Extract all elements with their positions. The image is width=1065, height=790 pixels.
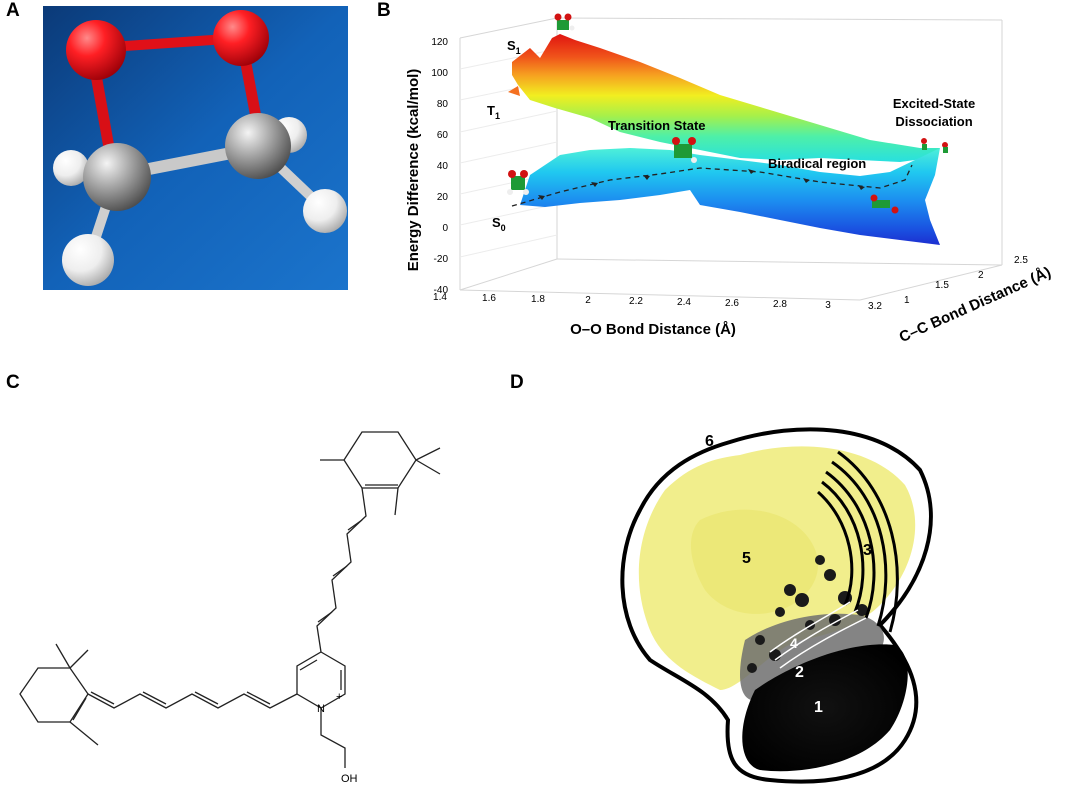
y-tick: 100 bbox=[431, 68, 448, 79]
region-1-black bbox=[742, 644, 908, 772]
x-tick: 3.2 bbox=[868, 301, 882, 312]
hydroxyethyl-chain bbox=[320, 708, 346, 768]
x-tick: 2 bbox=[585, 295, 591, 306]
region-label-5: 5 bbox=[742, 550, 751, 567]
oxygen-atom-right bbox=[213, 10, 269, 66]
x-tick: 2.8 bbox=[773, 299, 787, 310]
oxygen-atom-left bbox=[66, 20, 126, 80]
x-axis-label: O–O Bond Distance (Å) bbox=[570, 321, 736, 338]
label-t1: T1 bbox=[487, 103, 500, 121]
region-label-1: 1 bbox=[814, 699, 823, 716]
carbon-atom-left bbox=[83, 143, 151, 211]
panel-b-letter: B bbox=[377, 0, 391, 21]
y-axis-label: Energy Difference (kcal/mol) bbox=[405, 69, 422, 272]
dissociation-fragment-icons bbox=[921, 138, 948, 153]
dioxetane-icon-s0 bbox=[507, 170, 529, 195]
z-axis-ticks: 1 1.5 2 2.5 bbox=[904, 255, 1028, 306]
x-tick: 1.8 bbox=[531, 294, 545, 305]
panel-b-axes-box bbox=[459, 17, 1003, 301]
transition-state-icon bbox=[672, 137, 697, 163]
y-tick: 20 bbox=[437, 192, 449, 203]
path-arrowheads bbox=[538, 169, 865, 200]
region-3-arcs bbox=[817, 450, 899, 633]
y-tick: 0 bbox=[442, 223, 448, 234]
x-tick: 2.6 bbox=[725, 298, 739, 309]
hydrogen-atom-2 bbox=[62, 234, 114, 286]
x-tick: 1.4 bbox=[433, 292, 447, 303]
s0-surface bbox=[520, 148, 940, 245]
skeletal-structure bbox=[19, 431, 441, 768]
polyene-chain-bottom bbox=[87, 693, 298, 709]
nitrogen-label: N bbox=[317, 703, 325, 715]
molecule-atoms bbox=[53, 10, 347, 286]
y-tick: 60 bbox=[437, 130, 449, 141]
polyene-chain-top bbox=[316, 487, 367, 653]
y-tick: -40 bbox=[434, 285, 449, 296]
x-axis-ticks: 1.4 1.6 1.8 2 2.2 2.4 2.6 2.8 3 3.2 bbox=[433, 292, 882, 312]
s1-t1-surface bbox=[512, 34, 940, 162]
hydroxyl-label: OH bbox=[341, 773, 358, 785]
region-4-lines bbox=[769, 601, 867, 669]
hydrogen-atom-1 bbox=[53, 150, 89, 186]
x-tick: 2.4 bbox=[677, 297, 691, 308]
region-label-3: 3 bbox=[863, 542, 872, 559]
charge-label: + bbox=[336, 691, 342, 703]
transition-state-label: Transition State bbox=[608, 118, 706, 133]
region-label-6: 6 bbox=[705, 433, 714, 450]
panel-c-letter: C bbox=[6, 372, 20, 393]
dissociation-label-line2: Dissociation bbox=[895, 114, 972, 129]
panel-a-letter: A bbox=[6, 0, 20, 21]
panel-d-letter: D bbox=[510, 372, 524, 393]
dioxetane-icon-s1 bbox=[554, 13, 575, 31]
biradical-region-label: Biradical region bbox=[768, 156, 866, 171]
t1-fold bbox=[508, 86, 520, 96]
dissociation-label-line1: Excited-State bbox=[893, 96, 975, 111]
y-tick: 80 bbox=[437, 99, 449, 110]
z-tick: 2 bbox=[978, 270, 984, 281]
y-tick: 40 bbox=[437, 161, 449, 172]
label-s0: S0 bbox=[492, 215, 506, 233]
reaction-path-arrow bbox=[511, 164, 913, 207]
z-tick: 1.5 bbox=[935, 280, 949, 291]
x-tick: 1.6 bbox=[482, 293, 496, 304]
carbon-atom-right bbox=[225, 113, 291, 179]
hydrogen-atom-4 bbox=[303, 189, 347, 233]
region-label-4: 4 bbox=[790, 635, 798, 651]
region-label-2: 2 bbox=[795, 664, 804, 681]
x-tick: 2.2 bbox=[629, 296, 643, 307]
y-tick: 120 bbox=[431, 37, 448, 48]
biradical-icon bbox=[870, 194, 899, 214]
y-tick: -20 bbox=[434, 254, 449, 265]
x-tick: 3 bbox=[825, 300, 831, 311]
label-s1: S1 bbox=[507, 38, 521, 56]
z-tick: 2.5 bbox=[1014, 255, 1028, 266]
y-axis-ticks: 120 100 80 60 40 20 0 -20 -40 bbox=[431, 37, 448, 296]
z-tick: 1 bbox=[904, 295, 910, 306]
